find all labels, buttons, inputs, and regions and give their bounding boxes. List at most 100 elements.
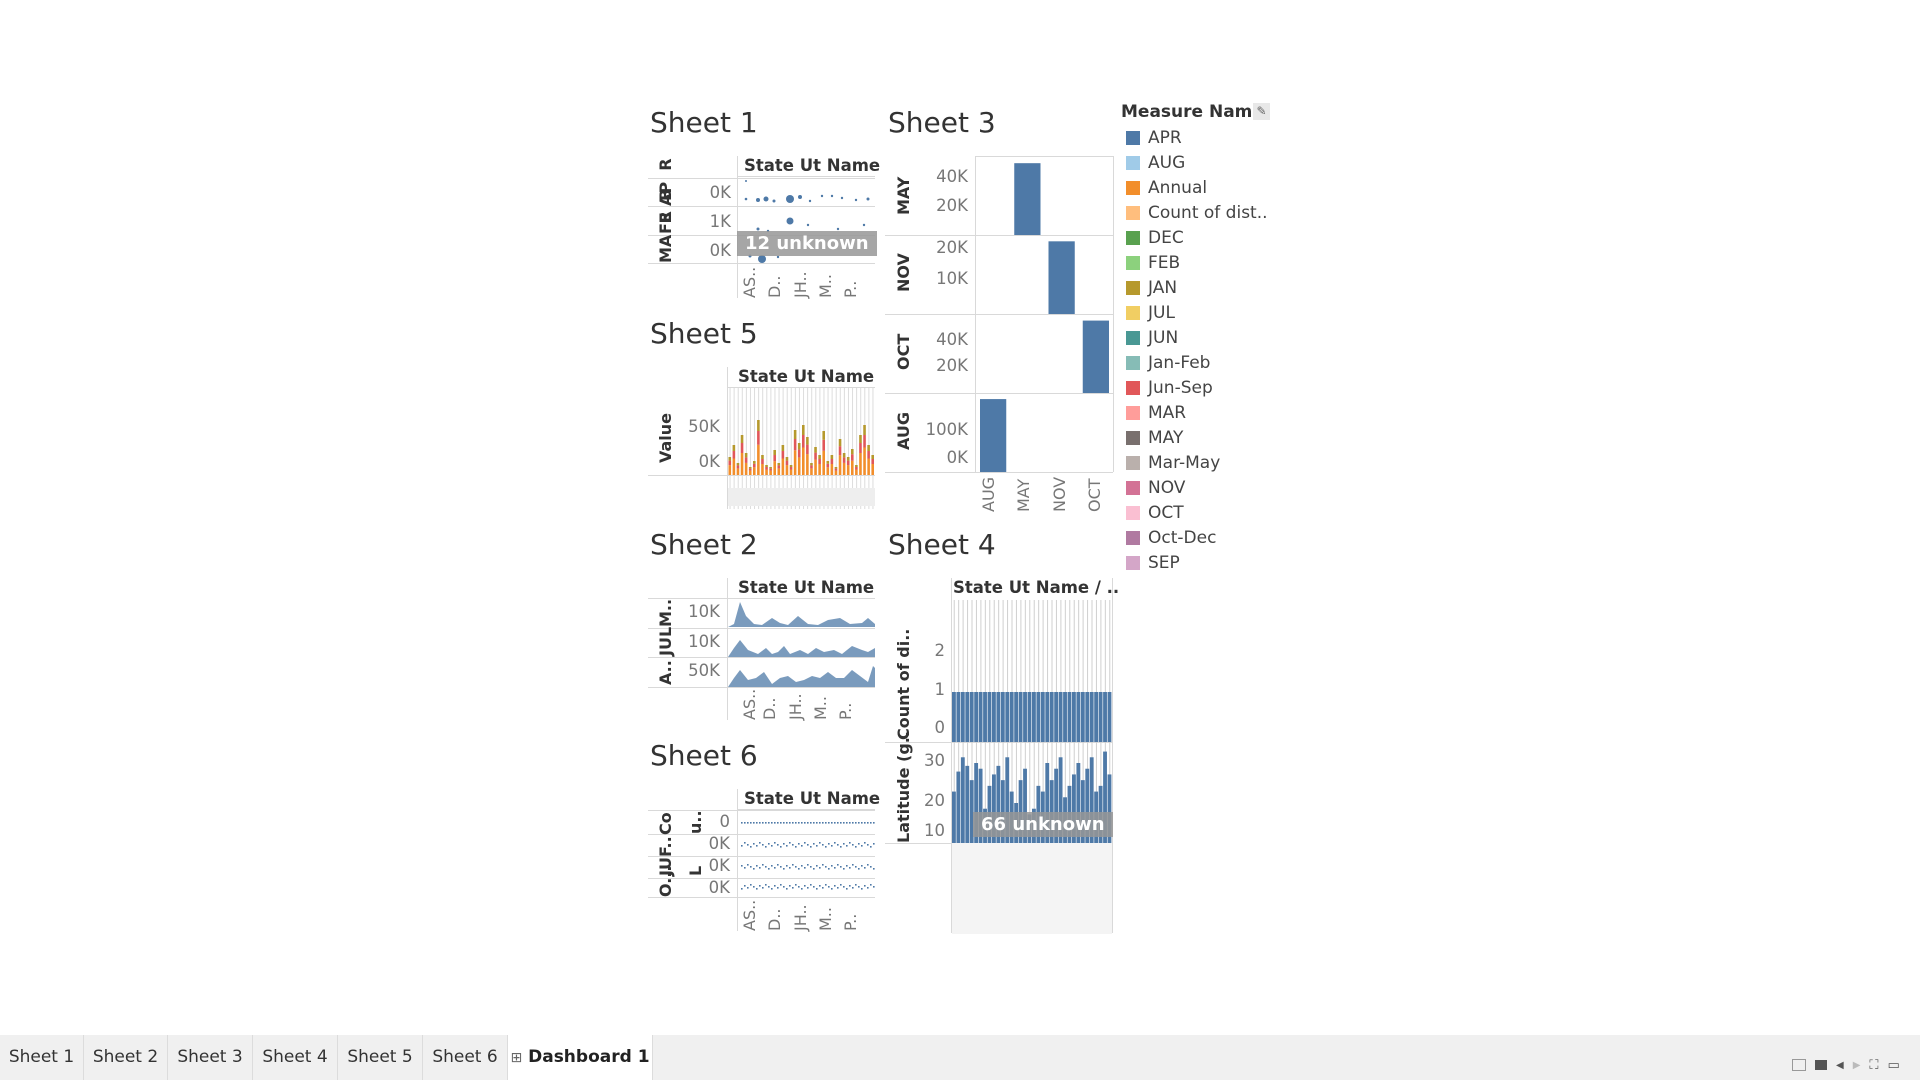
sheet4-count-bar <box>983 692 987 742</box>
sheet4-count-bar <box>1094 692 1099 742</box>
tab-sheet-2[interactable]: Sheet 2 <box>84 1035 168 1080</box>
sheet6-row-co: Co <box>656 812 675 835</box>
tab-sheet-4[interactable]: Sheet 4 <box>253 1035 338 1080</box>
sheet4-unknown-badge[interactable]: 66 unknown <box>973 812 1113 837</box>
sheet4-latitude-bar <box>978 768 983 843</box>
sheet4-count-bar <box>956 692 961 742</box>
sheet2-tick-2: 50K <box>688 661 720 680</box>
sheet5-bar-segment <box>802 425 805 435</box>
sheet6-tick-mark <box>795 884 797 886</box>
sheet6-tick-mark <box>825 822 827 824</box>
sheet2-xlabel-2: JH.. <box>786 693 805 720</box>
sheet5-bar-segment <box>871 464 874 475</box>
sheet5-bar-segment <box>736 468 740 475</box>
legend-item[interactable]: JUL <box>1126 303 1175 323</box>
sheet6-tick-mark <box>810 846 812 848</box>
legend-item[interactable]: Oct-Dec <box>1126 528 1216 548</box>
sheet1-xlabel-3: M.. <box>816 274 835 298</box>
tab-sheet-1[interactable]: Sheet 1 <box>0 1035 84 1080</box>
sheet5-bar-segment <box>838 446 842 456</box>
legend-item[interactable]: AUG <box>1126 153 1185 173</box>
legend-swatch <box>1126 181 1140 195</box>
sheet2-header: State Ut Name <box>738 578 875 597</box>
sheet6-tick-mark <box>792 822 794 824</box>
sheet6-tick-mark <box>801 865 803 867</box>
legend-label: SEP <box>1148 553 1180 573</box>
sheet6-tick-mark <box>759 885 761 887</box>
legend-swatch <box>1126 406 1140 420</box>
sheet6-tick-mark <box>840 822 842 824</box>
sheet4-count-bar <box>1072 692 1076 742</box>
filmstrip-view-icon[interactable] <box>1792 1059 1806 1071</box>
sheet5-bar-segment <box>793 439 797 451</box>
legend-item[interactable]: APR <box>1126 128 1182 148</box>
sheet6-tick-mark <box>846 845 848 847</box>
sheet6-tick-mark <box>828 843 830 845</box>
sheet6-tick-mark <box>756 888 758 890</box>
legend-item[interactable]: DEC <box>1126 228 1184 248</box>
fullscreen-icon[interactable]: ⛶ <box>1869 1057 1879 1072</box>
sheet6-tick-mark <box>831 865 833 867</box>
sheet6-tick-mark <box>747 822 749 824</box>
sheet5-bar-segment <box>744 457 748 463</box>
sheet6-tick-mark <box>756 822 758 824</box>
legend-item[interactable]: Jan-Feb <box>1126 353 1210 373</box>
prev-sheet-icon[interactable]: ◀ <box>1836 1059 1844 1071</box>
sheet6-tick-mark <box>813 843 815 845</box>
legend-item[interactable]: FEB <box>1126 253 1180 273</box>
sheet5-bar-segment <box>826 461 830 464</box>
legend-item[interactable]: Annual <box>1126 178 1207 198</box>
sheet5-bar-segment <box>826 463 830 468</box>
sheet6-tick-mark <box>867 864 869 866</box>
sheet6-row-o: O... <box>656 865 675 897</box>
sheet4-title: Sheet 4 <box>888 528 996 561</box>
legend-edit-icon[interactable]: ✎ <box>1253 103 1270 120</box>
legend-label: JAN <box>1148 278 1178 298</box>
legend-item[interactable]: Mar-May <box>1126 453 1220 473</box>
sheet4-latitude-bar <box>965 765 970 843</box>
sheet6-tick-mark <box>789 822 791 824</box>
tab-sheet-3[interactable]: Sheet 3 <box>168 1035 253 1080</box>
sheet6-tick-mark <box>792 887 794 889</box>
sheet4-lat-tick-0: 30 <box>924 751 945 770</box>
sheet4-latitude-bar <box>1072 774 1076 843</box>
tab-sheet-6[interactable]: Sheet 6 <box>423 1035 508 1080</box>
sheet6-tick-mark <box>777 887 779 889</box>
sheet6-tick-mark <box>747 864 749 866</box>
sheet2-row-m: M.. <box>656 598 675 627</box>
legend-item[interactable]: SEP <box>1126 553 1180 573</box>
legend-item[interactable]: JUN <box>1126 328 1178 348</box>
legend-item[interactable]: Jun-Sep <box>1126 378 1213 398</box>
legend-item[interactable]: Count of dist.. <box>1126 203 1268 223</box>
sheet5-bar-segment <box>867 445 870 451</box>
sheet6-tick-mark <box>846 888 848 890</box>
present-icon[interactable]: ▭ <box>1887 1057 1900 1072</box>
tab-view-icon[interactable] <box>1815 1060 1827 1070</box>
sheet6-tick-mark <box>744 885 746 887</box>
sheet5-bar-segment <box>855 465 858 467</box>
sheet1-xlabel-2: JH.. <box>791 271 810 298</box>
sheet5-bar-segment <box>785 465 789 475</box>
legend-item[interactable]: JAN <box>1126 278 1177 298</box>
legend-item[interactable]: NOV <box>1126 478 1185 498</box>
sheet6-tick-mark <box>804 842 806 844</box>
sheet6-tick-mark <box>861 888 863 890</box>
next-sheet-icon[interactable]: ▶ <box>1852 1059 1861 1071</box>
sheet6-tick-mark <box>774 842 776 844</box>
sheet5-bar-segment <box>810 468 813 475</box>
sheet5-xaxis-labels <box>728 488 875 506</box>
legend-item[interactable]: OCT <box>1126 503 1184 523</box>
sheet6-tick-mark <box>837 887 839 889</box>
sheet5-bar-segment <box>781 445 785 451</box>
legend-item[interactable]: MAR <box>1126 403 1186 423</box>
sheet5-bar-segment <box>736 465 740 469</box>
sheet4-latitude-bar <box>1005 757 1010 843</box>
sheet5-bar-segment <box>728 457 732 461</box>
sheet5-bar-segment <box>842 462 846 475</box>
legend-item[interactable]: MAY <box>1126 428 1183 448</box>
tab-sheet-5[interactable]: Sheet 5 <box>338 1035 423 1080</box>
legend-swatch <box>1126 231 1140 245</box>
tab-dashboard-1[interactable]: ⊞ Dashboard 1 <box>508 1035 653 1080</box>
legend-swatch <box>1126 206 1140 220</box>
sheet1-unknown-badge[interactable]: 12 unknown <box>737 231 877 256</box>
